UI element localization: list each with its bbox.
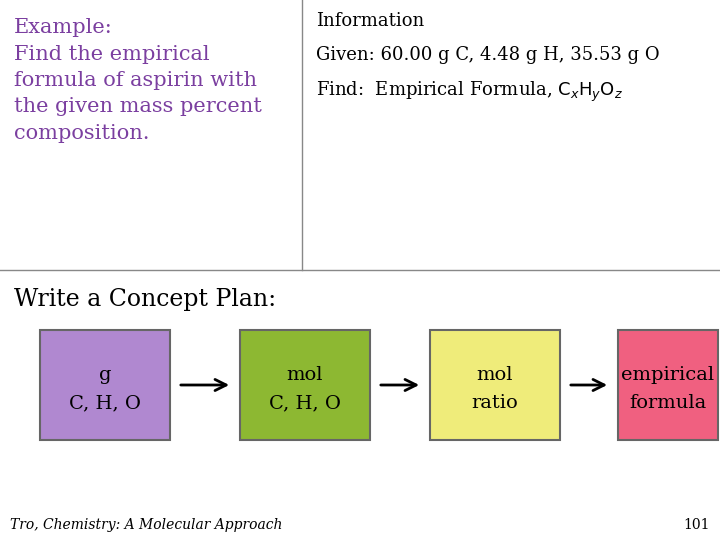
Text: ratio: ratio bbox=[472, 394, 518, 412]
FancyBboxPatch shape bbox=[430, 330, 560, 440]
Text: Information: Information bbox=[316, 12, 424, 30]
Text: g: g bbox=[99, 366, 112, 384]
FancyBboxPatch shape bbox=[618, 330, 718, 440]
Text: C, H, O: C, H, O bbox=[269, 394, 341, 412]
Text: Write a Concept Plan:: Write a Concept Plan: bbox=[14, 288, 276, 311]
Text: Given: 60.00 g C, 4.48 g H, 35.53 g O: Given: 60.00 g C, 4.48 g H, 35.53 g O bbox=[316, 46, 660, 64]
FancyBboxPatch shape bbox=[240, 330, 370, 440]
Text: Find:  Empirical Formula, $\mathrm{C}_x\mathrm{H}_y\mathrm{O}_z$: Find: Empirical Formula, $\mathrm{C}_x\m… bbox=[316, 80, 623, 104]
Text: empirical: empirical bbox=[621, 366, 714, 384]
Text: Tro, Chemistry: A Molecular Approach: Tro, Chemistry: A Molecular Approach bbox=[10, 518, 282, 532]
Text: formula: formula bbox=[629, 394, 706, 412]
Text: mol: mol bbox=[477, 366, 513, 384]
Text: mol: mol bbox=[287, 366, 323, 384]
Text: 101: 101 bbox=[683, 518, 710, 532]
FancyBboxPatch shape bbox=[40, 330, 170, 440]
Text: C, H, O: C, H, O bbox=[69, 394, 141, 412]
Text: Example:
Find the empirical
formula of aspirin with
the given mass percent
compo: Example: Find the empirical formula of a… bbox=[14, 18, 262, 143]
